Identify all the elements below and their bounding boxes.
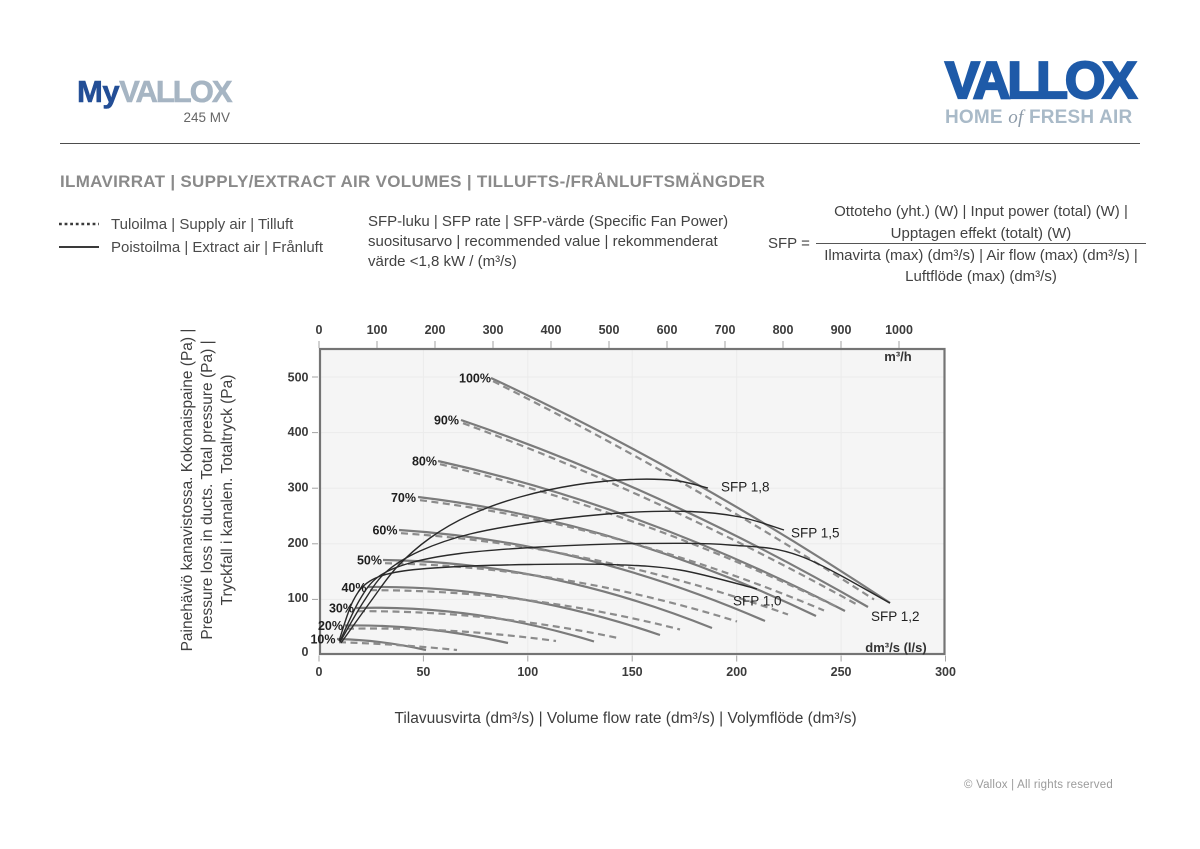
svg-text:80%: 80% <box>412 455 437 469</box>
svg-text:Tryckfall i kanalen. Totaltryc: Tryckfall i kanalen. Totaltryck (Pa) <box>219 375 236 606</box>
svg-text:Tilavuusvirta (dm³/s) | Volume: Tilavuusvirta (dm³/s) | Volume flow rate… <box>394 710 856 727</box>
svg-text:90%: 90% <box>434 414 459 428</box>
svg-text:400: 400 <box>288 425 309 439</box>
svg-text:100: 100 <box>517 665 538 679</box>
svg-text:30%: 30% <box>329 602 354 616</box>
svg-text:60%: 60% <box>372 524 397 538</box>
svg-text:50: 50 <box>416 665 430 679</box>
svg-text:300: 300 <box>288 481 309 495</box>
svg-text:100: 100 <box>288 591 309 605</box>
svg-text:50%: 50% <box>357 554 382 568</box>
svg-text:SFP 1,2: SFP 1,2 <box>871 609 920 624</box>
svg-text:300: 300 <box>483 323 504 337</box>
svg-text:Pressure loss in ducts. Total: Pressure loss in ducts. Total pressure (… <box>199 340 216 639</box>
svg-text:700: 700 <box>715 323 736 337</box>
svg-text:10%: 10% <box>310 633 335 647</box>
svg-text:200: 200 <box>425 323 446 337</box>
svg-text:200: 200 <box>288 536 309 550</box>
svg-text:0: 0 <box>302 645 309 659</box>
svg-text:0: 0 <box>316 323 323 337</box>
svg-text:dm³/s (l/s): dm³/s (l/s) <box>865 640 926 655</box>
svg-text:40%: 40% <box>341 581 366 595</box>
svg-text:400: 400 <box>541 323 562 337</box>
svg-text:800: 800 <box>773 323 794 337</box>
svg-text:900: 900 <box>831 323 852 337</box>
svg-text:70%: 70% <box>391 491 416 505</box>
svg-text:m³/h: m³/h <box>884 349 912 364</box>
svg-text:SFP 1,5: SFP 1,5 <box>791 526 840 541</box>
svg-text:100%: 100% <box>459 372 491 386</box>
svg-text:Painehäviö kanavistossa. Kokon: Painehäviö kanavistossa. Kokonaispaine (… <box>179 329 196 652</box>
svg-text:1000: 1000 <box>885 323 913 337</box>
svg-text:100: 100 <box>367 323 388 337</box>
svg-text:250: 250 <box>831 665 852 679</box>
svg-text:0: 0 <box>316 665 323 679</box>
svg-text:200: 200 <box>726 665 747 679</box>
svg-text:600: 600 <box>657 323 678 337</box>
svg-text:150: 150 <box>622 665 643 679</box>
svg-text:SFP 1,8: SFP 1,8 <box>721 480 770 495</box>
svg-text:300: 300 <box>935 665 956 679</box>
svg-text:20%: 20% <box>318 619 343 633</box>
svg-text:500: 500 <box>288 370 309 384</box>
svg-text:500: 500 <box>599 323 620 337</box>
svg-text:SFP 1,0: SFP 1,0 <box>733 594 782 609</box>
